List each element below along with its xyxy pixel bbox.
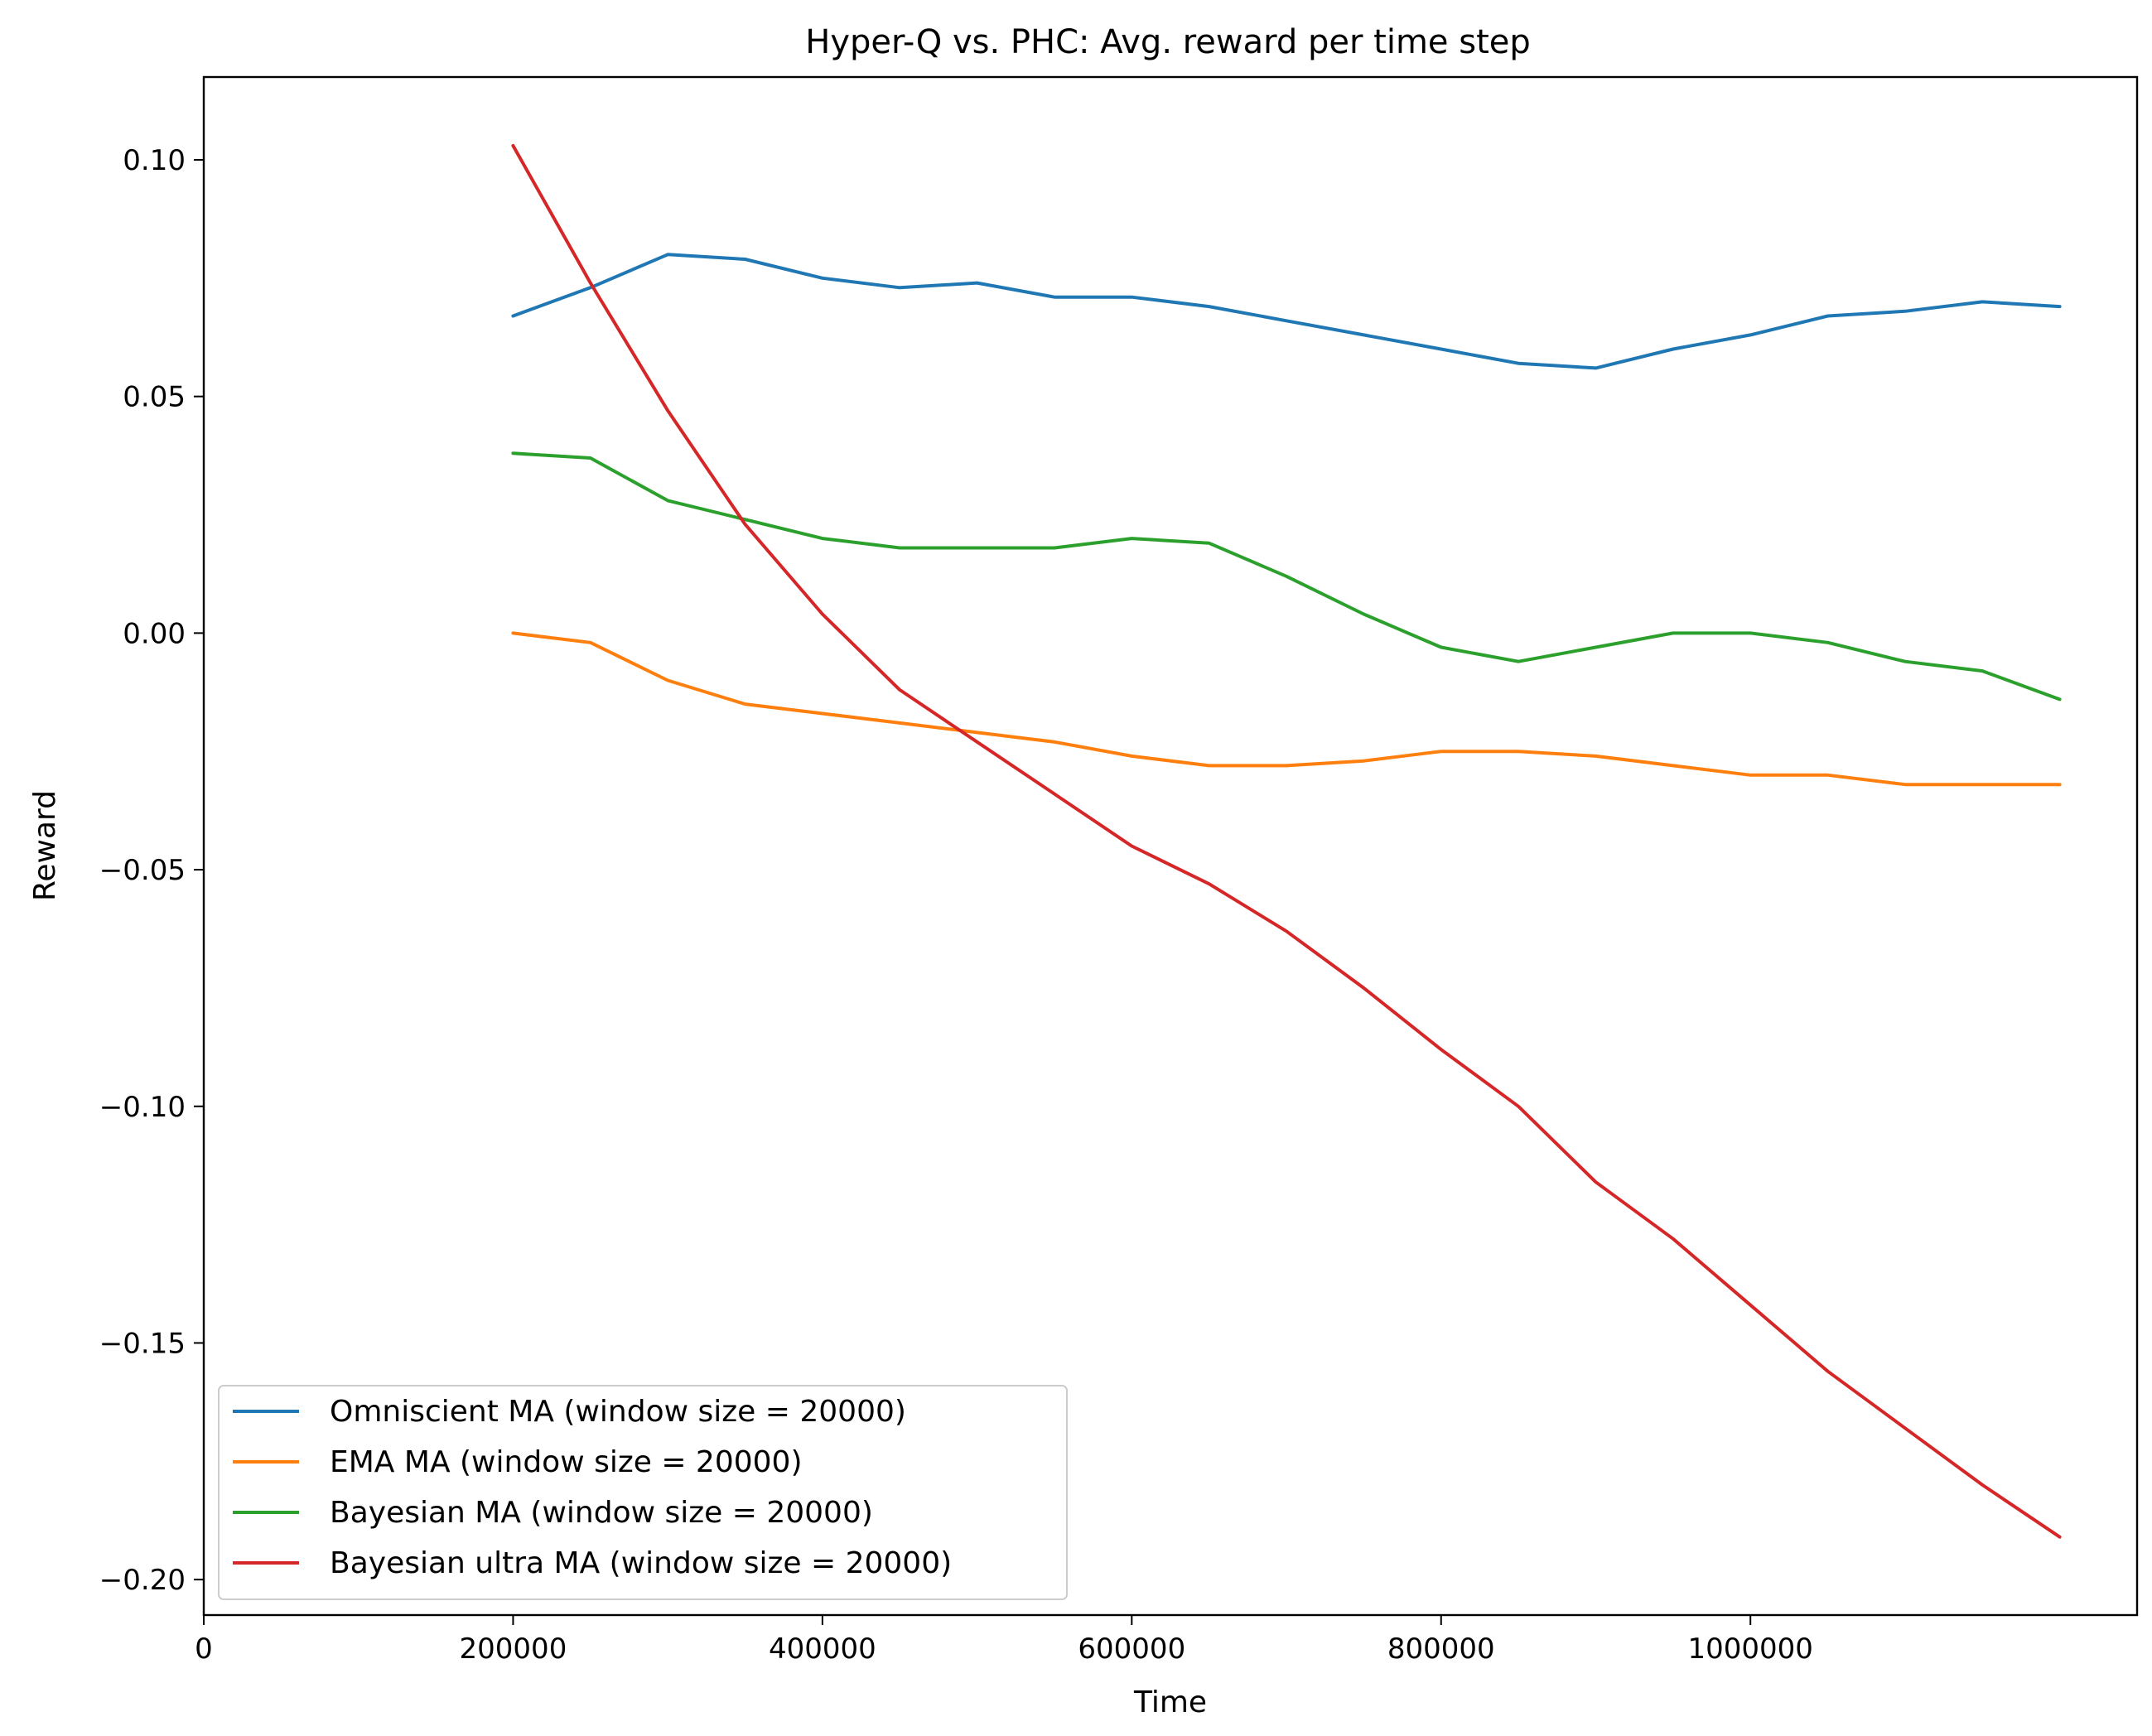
y-tick-label: −0.15	[99, 1327, 186, 1360]
x-axis-ticks: 0 200000 400000 600000 800000 1000000	[195, 1615, 1813, 1666]
y-tick-label: −0.20	[99, 1564, 186, 1597]
x-axis-label: Time	[1133, 1685, 1207, 1719]
plot-series	[511, 143, 2062, 1539]
y-tick-label: −0.10	[99, 1091, 186, 1124]
plot-frame	[202, 75, 2139, 1617]
x-tick-label: 800000	[1387, 1632, 1495, 1666]
chart-title: Hyper-Q vs. PHC: Avg. reward per time st…	[805, 23, 1531, 61]
y-tick-label: 0.10	[123, 144, 186, 177]
legend-label: EMA MA (window size = 20000)	[330, 1445, 803, 1479]
x-tick-label: 400000	[769, 1632, 876, 1666]
x-tick-label: 600000	[1078, 1632, 1185, 1666]
y-tick-label: −0.05	[99, 854, 186, 887]
legend: Omniscient MA (window size = 20000) EMA M…	[218, 1385, 1068, 1600]
series-line-4	[511, 143, 2062, 1539]
x-tick-label: 200000	[460, 1632, 567, 1666]
legend-frame	[218, 1385, 1068, 1600]
series-line-1	[511, 253, 2062, 370]
legend-label: Bayesian MA (window size = 20000)	[330, 1496, 873, 1530]
series-line-2	[511, 631, 2062, 787]
y-tick-label: 0.00	[123, 617, 186, 650]
legend-label: Omniscient MA (window size = 20000)	[330, 1395, 906, 1429]
x-tick-label: 1000000	[1687, 1632, 1812, 1666]
series-line-3	[511, 451, 2062, 702]
y-axis-label: Reward	[28, 790, 62, 901]
legend-label: Bayesian ultra MA (window size = 20000)	[330, 1546, 952, 1580]
x-tick-label: 0	[195, 1632, 213, 1666]
y-axis-ticks: 0.10 0.05 0.00 −0.05 −0.10 −0.15 −0.20	[99, 144, 204, 1597]
y-tick-label: 0.05	[123, 381, 186, 414]
